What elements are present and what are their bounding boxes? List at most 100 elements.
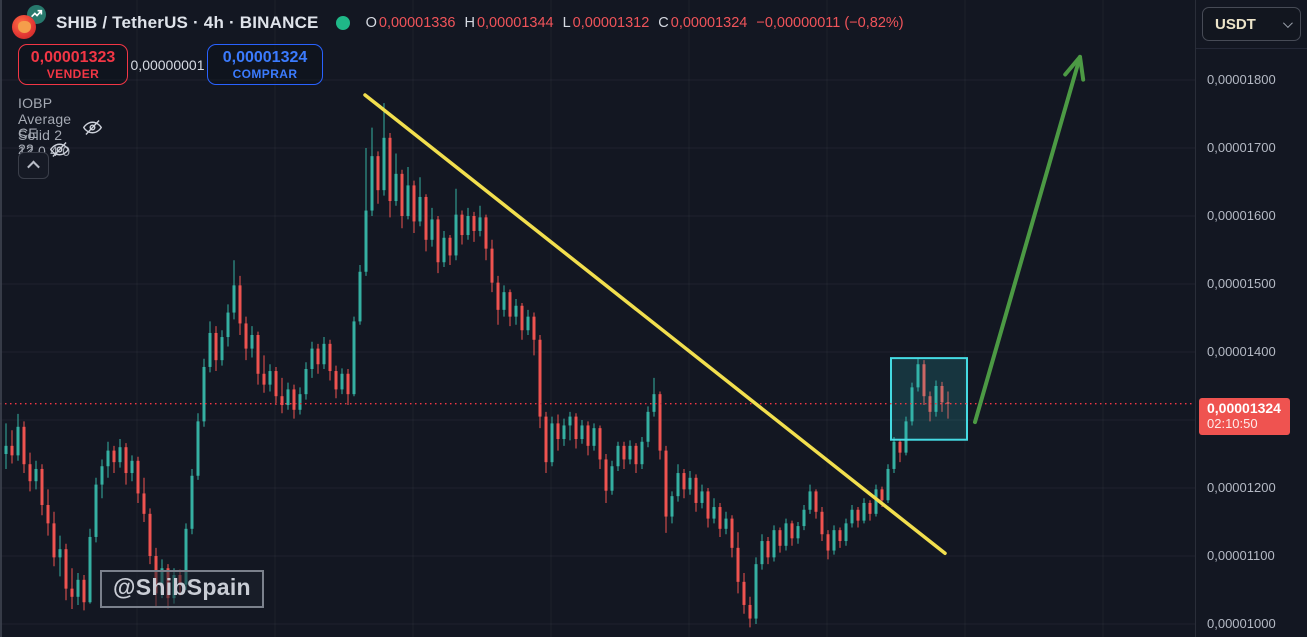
buy-button[interactable]: 0,00001324 COMPRAR [207,44,323,85]
candle-body [490,248,494,283]
candle-body [100,466,104,485]
price-tick: 0,00001600 [1207,208,1276,223]
candle-body [556,423,560,440]
chart-canvas[interactable] [0,0,1195,637]
candle-body [196,421,200,476]
candle-body [826,534,830,551]
candle-body [40,468,44,505]
candle-body [214,332,218,361]
candle-body [268,371,272,385]
candle-body [700,491,704,503]
candle-body [892,441,896,469]
candle-body [472,216,476,231]
symbol-title[interactable]: SHIB / TetherUS · 4h · BINANCE [56,13,319,32]
candle-body [364,210,368,272]
collapse-legend-button[interactable] [18,152,49,179]
price-tick: 0,00001200 [1207,480,1276,495]
chevron-down-icon [1282,17,1293,28]
candle-body [382,137,386,191]
candle-body [34,468,38,482]
candle-body [766,541,770,558]
candle-body [820,511,824,535]
candle-body [634,445,638,465]
candle-body [10,445,14,456]
open-label: O [365,15,377,31]
candle-body [604,459,608,491]
candle-body [922,364,926,397]
candle-body [262,373,266,385]
price-tick: 0,00001700 [1207,140,1276,155]
eye-off-icon[interactable] [82,116,103,138]
candle-body [862,502,866,521]
candle-body [904,421,908,453]
candle-body [400,173,404,216]
candle-body [562,425,566,440]
candle-body [694,477,698,503]
sell-price: 0,00001323 [30,48,116,66]
candle-body [310,348,314,369]
candle-body [874,489,878,514]
candle-body [616,445,620,467]
candle-body [358,271,362,322]
candle-body [880,489,884,501]
candle-body [850,509,854,524]
watermark: @ShibSpain [100,570,264,608]
candle-body [70,588,74,597]
candle-body [448,237,452,256]
candle-body [376,156,380,191]
candle-body [244,323,248,349]
buy-price: 0,00001324 [222,48,308,66]
candle-body [784,523,788,546]
candle-body [520,305,524,331]
candle-body [274,371,278,397]
change-value: −0,00000011 (−0,82%) [756,15,904,31]
candle-body [748,604,752,619]
candle-body [544,416,548,463]
candle-body [934,386,938,412]
candle-body [910,387,914,422]
candle-body [250,335,254,349]
price-tick: 0,00001400 [1207,344,1276,359]
symbol-row: SHIB / TetherUS · 4h · BINANCE O 0,000013… [10,4,904,41]
bar-countdown: 02:10:50 [1207,415,1258,431]
candle-body [670,496,674,517]
candle-body [724,518,728,529]
candle-body [856,509,860,521]
currency-dropdown[interactable]: USDT [1202,7,1301,41]
open-value: 0,00001336 [378,15,456,31]
sell-button[interactable]: 0,00001323 VENDER [18,44,128,85]
candle-body [232,285,236,313]
candle-body [202,366,206,422]
indicator-name: IOBP Average Solid 2 12 0 4 0 [18,95,72,159]
indicator-row[interactable]: IOBP Average Solid 2 12 0 4 0 [18,95,103,159]
order-panel: 0,00001323 VENDER 0,00000001 0,00001324 … [18,44,323,85]
candle-body [322,343,326,365]
candle-body [118,447,122,463]
price-axis[interactable]: USDT 0,00001800 0,00001700 0,00001600 0,000… [1195,0,1307,637]
candle-body [886,468,890,501]
price-tick: 0,00001800 [1207,72,1276,87]
candle-body [388,137,392,202]
projection-arrow[interactable] [973,54,1082,425]
highlight-box[interactable] [890,357,968,441]
candle-body [430,219,434,240]
market-status-dot [335,16,350,30]
candle-body [112,450,116,463]
candle-body [220,337,224,361]
candle-body [184,528,188,585]
eye-off-icon[interactable] [49,138,70,160]
candle-body [496,282,500,310]
candle-body [622,445,626,460]
candle-body [22,426,26,465]
candle-body [52,523,56,558]
arrow-head [1063,54,1086,82]
shib-dog-icon [12,14,36,39]
candle-body [790,523,794,539]
candle-body [406,185,410,216]
candlestick-chart[interactable] [0,0,1195,637]
candle-body [568,416,572,426]
price-tick: 0,00001000 [1207,616,1276,631]
trendline[interactable] [363,93,947,556]
candle-body [682,473,686,490]
candle-body [418,196,422,222]
